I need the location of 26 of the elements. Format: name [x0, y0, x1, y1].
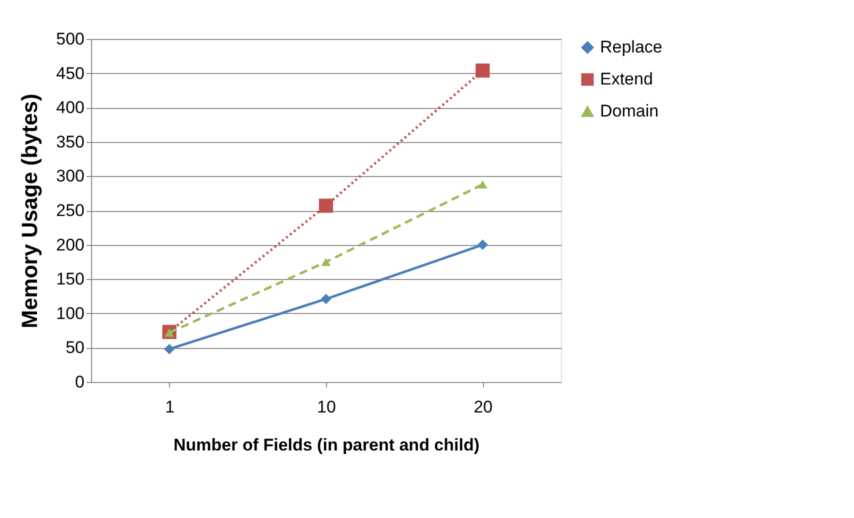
legend-label: Extend — [600, 70, 653, 88]
y-tick-label: 500 — [56, 30, 84, 48]
x-axis-title: Number of Fields (in parent and child) — [173, 436, 480, 454]
x-tick-label: 1 — [165, 398, 175, 416]
point — [477, 240, 488, 250]
y-axis-title: Memory Usage (bytes) — [17, 94, 42, 328]
y-tick-label: 200 — [56, 235, 84, 254]
y-tick-label: 50 — [66, 338, 84, 358]
y-tick-label: 300 — [56, 166, 84, 186]
point — [320, 294, 332, 304]
point — [318, 198, 334, 213]
point — [478, 180, 488, 189]
y-tick-label: 400 — [56, 98, 84, 118]
x-tick-label: 10 — [317, 398, 336, 416]
y-tick-label: 450 — [56, 64, 84, 83]
legend-label: Domain — [600, 102, 659, 120]
point — [321, 258, 331, 266]
y-tick-label: 350 — [56, 132, 84, 152]
legend-label: Replace — [600, 38, 662, 56]
x-tick-label: 20 — [474, 398, 493, 416]
y-tick-label: 150 — [56, 270, 84, 289]
point — [476, 63, 490, 78]
point — [164, 344, 175, 354]
y-tick-label: 250 — [56, 201, 84, 220]
y-tick-label: 100 — [56, 304, 84, 323]
y-tick-label: 0 — [75, 372, 84, 392]
